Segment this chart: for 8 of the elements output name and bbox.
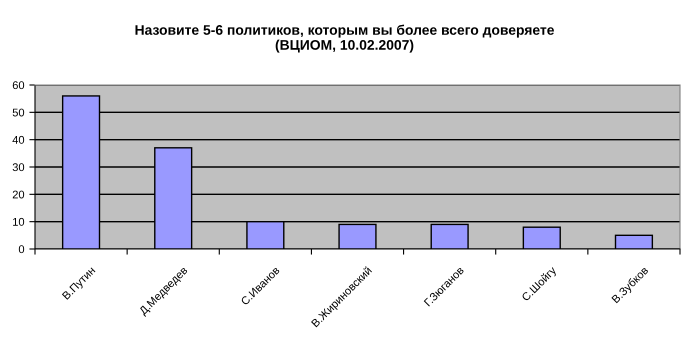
y-tick-label: 40 [12, 136, 24, 144]
y-tick-label: 30 [12, 163, 24, 172]
y-tick-label: 20 [12, 190, 24, 198]
y-tick-label: 50 [12, 108, 24, 116]
y-tick-label: 10 [13, 218, 24, 226]
y-tick-label: 60 [12, 81, 24, 90]
chart-title: Назовите 5-6 политиков, которым вы более всего доверяете (ВЦИОМ, 10.02.2007) [136, 24, 554, 53]
y-tick-label: 0 [18, 245, 24, 254]
